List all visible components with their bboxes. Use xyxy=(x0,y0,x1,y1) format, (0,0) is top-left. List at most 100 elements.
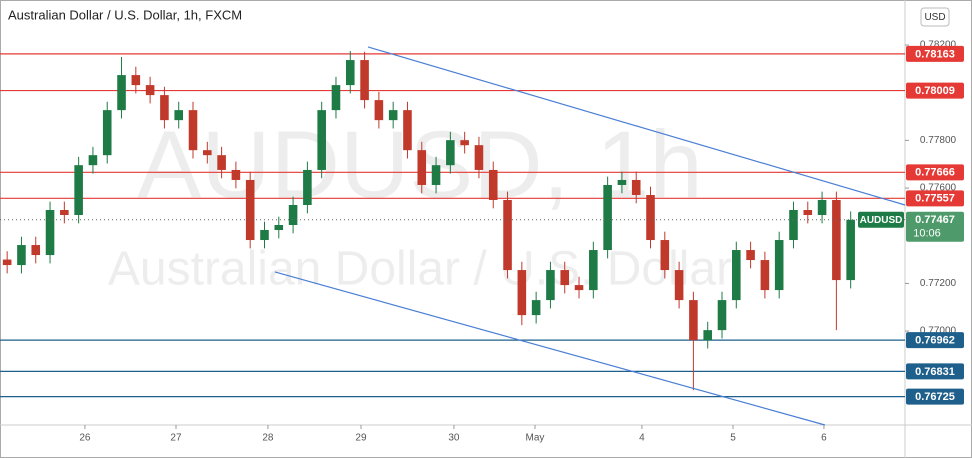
level-label-box xyxy=(906,332,964,349)
watermark-subtitle: Australian Dollar / U.S. Dollar xyxy=(108,243,732,296)
candle-body xyxy=(789,209,798,241)
y-tick-label: 0.77000 xyxy=(920,326,957,337)
currency-button-label[interactable]: USD xyxy=(924,12,945,23)
symbol-box xyxy=(858,211,904,228)
candle-body xyxy=(217,155,226,170)
candle-body xyxy=(174,110,184,121)
candle-body xyxy=(660,240,670,271)
candle-body xyxy=(245,179,255,241)
level-label-box xyxy=(906,190,964,207)
candle-body xyxy=(260,230,269,241)
y-tick-label: 0.78200 xyxy=(920,40,957,51)
candle-body xyxy=(317,110,326,170)
candle-body xyxy=(417,150,427,185)
candle-body xyxy=(746,250,755,261)
candle-body xyxy=(617,179,627,185)
level-label: 0.76831 xyxy=(915,366,955,378)
candle-body xyxy=(574,285,584,291)
candle-body xyxy=(460,140,469,146)
candle-body xyxy=(17,245,26,266)
candle-body xyxy=(803,209,813,216)
candle-body xyxy=(231,169,241,180)
candle-body xyxy=(274,225,284,231)
level-label-box xyxy=(906,82,964,99)
candle-body xyxy=(503,199,512,271)
level-label: 0.76725 xyxy=(915,391,955,403)
candle-body xyxy=(102,110,112,156)
candle-body xyxy=(431,165,441,185)
candle-body xyxy=(717,300,727,331)
candle-body xyxy=(817,199,827,216)
last-price-label: 0.77467 xyxy=(915,214,955,226)
plot xyxy=(0,46,906,426)
candle-body xyxy=(546,270,555,301)
candle-body xyxy=(674,270,684,301)
candle-body xyxy=(117,75,126,111)
x-tick-label: 30 xyxy=(448,433,460,444)
candle-body xyxy=(403,110,412,151)
candle-body xyxy=(517,270,527,316)
x-tick-label: 4 xyxy=(639,433,645,444)
y-tick-label: 0.77800 xyxy=(920,135,957,146)
candle-body xyxy=(360,60,369,101)
chart-title: Australian Dollar / U.S. Dollar, 1h, FXC… xyxy=(8,7,242,22)
candle-body xyxy=(345,60,355,86)
candle-body xyxy=(331,85,341,111)
candle-body xyxy=(74,165,83,216)
y-tick-label: 0.77200 xyxy=(920,278,957,289)
last-price-box xyxy=(906,211,964,242)
y-tick-label: 0.77600 xyxy=(920,183,957,194)
x-tick-label: 6 xyxy=(821,433,827,444)
candle-body xyxy=(131,75,141,86)
candle-body xyxy=(774,240,784,291)
candle-body xyxy=(832,199,841,281)
symbol-label: AUDUSD xyxy=(860,215,903,226)
candle-body xyxy=(646,194,655,241)
countdown-label: 10:06 xyxy=(913,228,941,240)
candle-body xyxy=(531,300,541,316)
candle-body xyxy=(288,204,298,226)
candle-body xyxy=(374,100,384,121)
level-label-box xyxy=(906,363,964,380)
trend-line xyxy=(274,271,826,426)
candle-body xyxy=(160,95,169,121)
candle-body xyxy=(846,219,855,281)
candle-body xyxy=(732,250,741,301)
candle-body xyxy=(145,85,155,96)
candle-body xyxy=(188,110,198,151)
candle-body xyxy=(388,110,398,121)
candle-body xyxy=(2,259,12,266)
level-label-box xyxy=(906,45,964,62)
candle-body xyxy=(31,245,41,256)
x-tick-label: 29 xyxy=(355,433,367,444)
x-tick-label: May xyxy=(526,433,545,444)
level-label: 0.78163 xyxy=(915,48,955,60)
level-label: 0.77666 xyxy=(915,167,955,179)
candle-body xyxy=(203,150,212,156)
level-label-box xyxy=(906,388,964,405)
level-label: 0.77557 xyxy=(915,193,955,205)
candle-body xyxy=(303,169,312,205)
x-tick-label: 5 xyxy=(730,433,736,444)
candle-body xyxy=(760,260,770,291)
x-tick-label: 27 xyxy=(170,433,182,444)
candle-body xyxy=(703,330,712,341)
level-label: 0.76962 xyxy=(915,335,955,347)
x-tick-label: 28 xyxy=(262,433,274,444)
candle-body xyxy=(88,155,98,166)
candle-body xyxy=(589,250,598,291)
level-label: 0.78009 xyxy=(915,85,955,97)
x-tick-label: 26 xyxy=(79,433,91,444)
candle-body xyxy=(488,169,498,200)
candle-body xyxy=(446,140,455,166)
candle-body xyxy=(45,209,55,256)
currency-button[interactable] xyxy=(920,7,950,27)
trend-line xyxy=(367,46,906,206)
candle-body xyxy=(689,300,698,341)
candle-body xyxy=(60,209,69,216)
level-label-box xyxy=(906,164,964,181)
candle-body xyxy=(560,270,570,286)
candle-body xyxy=(631,179,641,195)
